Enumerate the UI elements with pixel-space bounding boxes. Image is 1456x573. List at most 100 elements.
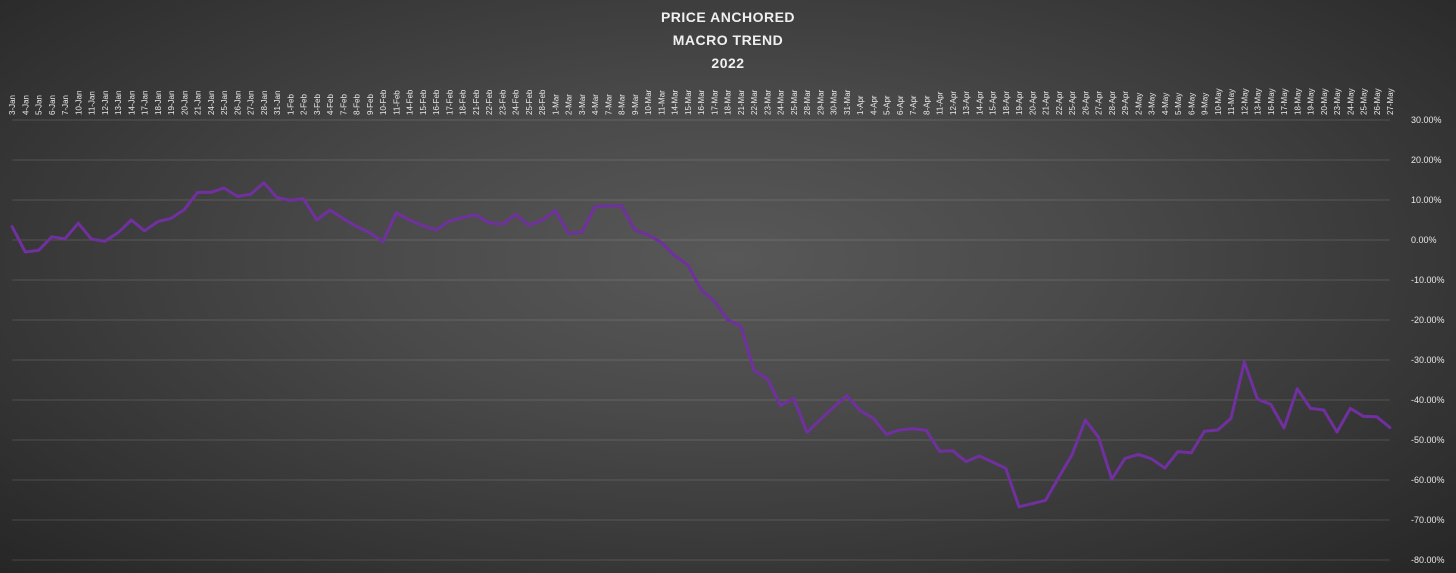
x-tick-label: 24-May xyxy=(1346,88,1355,115)
data-point xyxy=(182,208,186,212)
data-point xyxy=(341,217,345,221)
x-tick-label: 6-May xyxy=(1187,93,1196,115)
data-point xyxy=(553,209,557,212)
x-tick-label: 10-Jan xyxy=(74,91,83,115)
data-point xyxy=(381,240,385,244)
x-tick-label: 9-Mar xyxy=(631,94,640,115)
chart-title-line-2: MACRO TREND xyxy=(672,32,784,48)
data-point xyxy=(1017,505,1021,509)
x-tick-label: 16-Feb xyxy=(432,89,441,115)
data-point xyxy=(1123,457,1127,460)
x-tick-label: 18-Apr xyxy=(1002,91,1011,115)
data-point xyxy=(633,228,637,232)
x-tick-label: 4-Jan xyxy=(21,95,30,115)
x-tick-label: 5-Apr xyxy=(883,95,892,115)
series-line xyxy=(10,181,1391,509)
y-tick-label: -20.00% xyxy=(1411,315,1445,325)
x-tick-label: 23-Mar xyxy=(763,89,772,115)
data-point xyxy=(858,409,862,412)
data-point xyxy=(143,229,146,233)
x-tick-label: 11-Mar xyxy=(657,90,666,115)
data-point xyxy=(1375,415,1379,419)
x-tick-label: 2-May xyxy=(1134,93,1143,115)
data-point xyxy=(63,237,67,241)
x-tick-label: 27-May xyxy=(1386,88,1395,115)
x-tick-label: 23-May xyxy=(1333,88,1342,115)
x-tick-label: 7-Apr xyxy=(909,95,918,115)
data-point xyxy=(434,228,438,232)
data-point xyxy=(288,199,292,202)
x-tick-label: 22-Mar xyxy=(750,89,759,115)
data-point xyxy=(606,204,610,208)
x-tick-label: 7-Mar xyxy=(604,94,613,115)
data-point xyxy=(500,223,504,226)
y-tick-label: -70.00% xyxy=(1411,515,1445,525)
y-tick-label: -50.00% xyxy=(1411,435,1445,445)
data-point xyxy=(328,208,332,212)
x-tick-label: 22-Apr xyxy=(1055,91,1064,115)
data-point xyxy=(911,427,915,431)
y-tick-label: 10.00% xyxy=(1411,195,1442,205)
x-tick-label: 17-Jan xyxy=(141,91,150,115)
data-point xyxy=(1388,426,1392,429)
data-point xyxy=(1348,407,1352,410)
x-tick-label: 8-Mar xyxy=(618,94,627,115)
x-tick-label: 18-Mar xyxy=(724,89,733,115)
x-tick-label: 11-Feb xyxy=(392,90,401,115)
x-tick-label: 20-May xyxy=(1320,88,1329,115)
data-point xyxy=(1004,467,1008,470)
x-tick-label: 14-Mar xyxy=(671,89,680,115)
x-tick-label: 12-May xyxy=(1240,88,1249,115)
data-point xyxy=(249,193,252,196)
x-tick-label: 4-May xyxy=(1161,93,1170,115)
x-tick-label: 21-Apr xyxy=(1042,91,1051,115)
data-point xyxy=(235,195,239,198)
data-point xyxy=(474,213,478,217)
data-point xyxy=(593,205,597,209)
x-tick-label: 21-Feb xyxy=(472,89,481,115)
data-point xyxy=(686,263,690,267)
x-tick-label: 21-Jan xyxy=(194,91,203,115)
data-point xyxy=(1322,408,1326,412)
x-tick-label: 14-Jan xyxy=(127,91,136,115)
x-tick-label: 9-May xyxy=(1201,93,1210,115)
x-tick-label: 4-Mar xyxy=(591,94,600,115)
x-tick-label: 29-Mar xyxy=(816,89,825,115)
data-point xyxy=(368,231,372,235)
data-point xyxy=(90,237,93,241)
x-tick-label: 9-Feb xyxy=(366,94,375,115)
x-tick-label: 27-Apr xyxy=(1095,91,1104,115)
data-point xyxy=(1295,387,1299,391)
x-tick-label: 3-Jan xyxy=(8,95,17,115)
x-tick-label: 20-Apr xyxy=(1028,91,1037,115)
data-point xyxy=(1256,397,1259,401)
x-tick-label: 18-Jan xyxy=(154,91,163,115)
data-point xyxy=(1309,407,1312,410)
y-tick-label: -30.00% xyxy=(1411,355,1445,365)
data-point xyxy=(832,405,835,409)
data-point xyxy=(1203,429,1206,433)
data-point xyxy=(461,216,464,220)
x-tick-label: 28-Feb xyxy=(538,89,547,115)
x-tick-label: 7-Feb xyxy=(339,94,348,115)
data-point xyxy=(938,449,941,453)
data-point xyxy=(580,231,584,234)
x-tick-label: 3-Feb xyxy=(313,94,322,115)
data-point xyxy=(50,235,54,239)
data-point xyxy=(1057,475,1061,479)
x-tick-label: 3-May xyxy=(1148,93,1157,115)
x-tick-label: 13-Jan xyxy=(114,91,123,115)
x-tick-label: 24-Jan xyxy=(207,91,216,115)
data-point xyxy=(779,404,782,407)
data-point xyxy=(10,225,14,228)
x-tick-label: 25-Mar xyxy=(790,89,799,115)
x-tick-label: 25-Jan xyxy=(220,91,229,115)
data-point xyxy=(1242,360,1246,364)
data-point xyxy=(1044,499,1047,502)
chart-title-line-1: PRICE ANCHORED xyxy=(660,9,796,25)
x-tick-label: 6-Jan xyxy=(48,95,57,115)
data-point xyxy=(514,213,517,216)
x-tick-label: 27-Jan xyxy=(247,91,256,115)
x-tick-label: 24-Feb xyxy=(512,89,521,115)
